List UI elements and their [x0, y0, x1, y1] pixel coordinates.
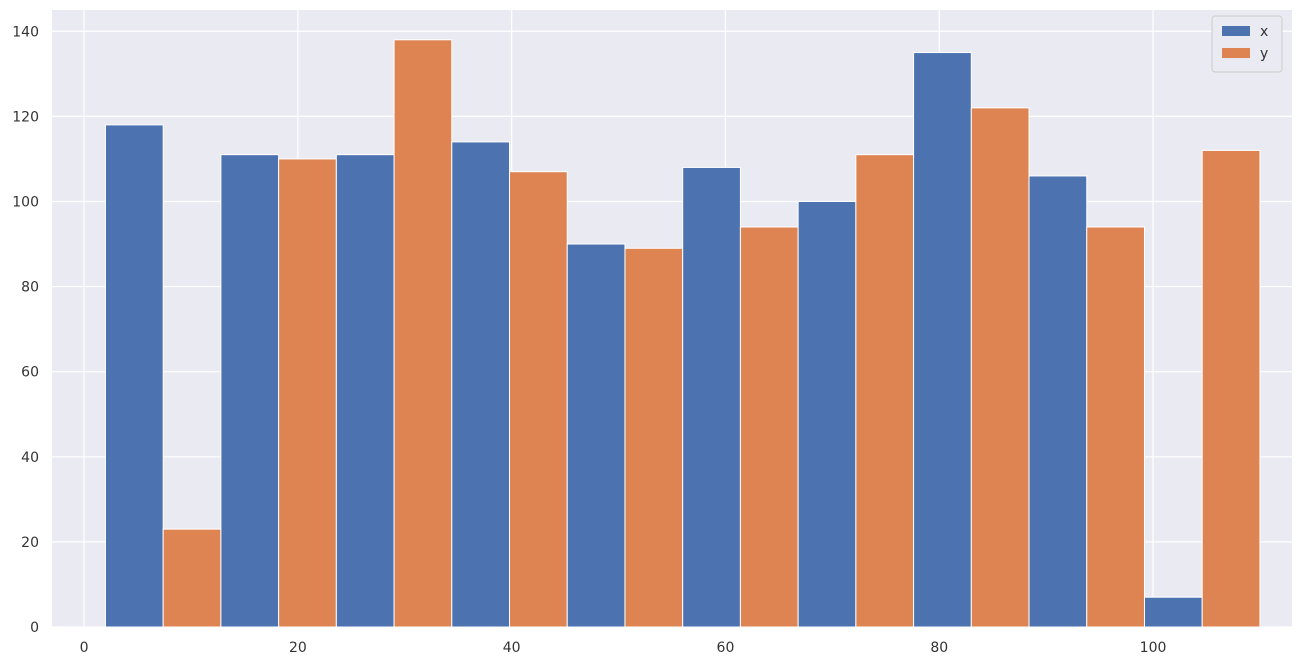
y-tick-label: 80 — [21, 280, 39, 296]
bar-y-9 — [1201, 149, 1261, 628]
bar-x-2 — [335, 154, 395, 628]
bar-x-6 — [797, 200, 857, 628]
bars-layer — [104, 39, 1261, 628]
bar-x-9 — [1143, 596, 1203, 628]
bar-x-3 — [451, 141, 511, 628]
x-tick-label: 100 — [1140, 640, 1167, 656]
y-tick-label: 100 — [12, 194, 39, 210]
x-tick-label: 80 — [930, 640, 948, 656]
bar-y-4 — [624, 247, 684, 628]
bar-x-0 — [104, 124, 164, 628]
y-tick-label: 40 — [21, 450, 39, 466]
bar-y-5 — [739, 226, 799, 628]
bar-y-6 — [855, 154, 915, 628]
x-tick-label: 40 — [503, 640, 521, 656]
legend-swatch-x — [1222, 26, 1250, 36]
legend-swatch-y — [1222, 48, 1250, 58]
bar-y-7 — [970, 107, 1030, 628]
x-axis-ticks: 0 20 40 60 80 100 — [80, 640, 1167, 656]
bar-x-1 — [220, 154, 280, 628]
bar-x-4 — [566, 243, 626, 628]
y-axis-ticks: 0 20 40 60 80 100 120 140 — [12, 24, 39, 636]
bar-y-8 — [1086, 226, 1145, 628]
y-tick-label: 140 — [12, 24, 39, 40]
bar-y-3 — [509, 171, 568, 628]
y-tick-label: 20 — [21, 535, 39, 551]
y-tick-label: 60 — [21, 365, 39, 381]
bar-y-2 — [393, 39, 453, 628]
bar-y-0 — [162, 528, 222, 628]
bar-x-5 — [682, 166, 741, 628]
legend-label-x: x — [1260, 24, 1268, 40]
legend: xy — [1211, 15, 1283, 73]
x-tick-label: 20 — [289, 640, 307, 656]
y-tick-label: 120 — [12, 109, 39, 125]
legend-box — [1211, 15, 1283, 73]
bar-x-7 — [913, 52, 972, 628]
x-tick-label: 0 — [80, 640, 89, 656]
bar-x-8 — [1028, 175, 1088, 628]
bar-y-1 — [278, 158, 337, 628]
x-tick-label: 60 — [717, 640, 735, 656]
y-tick-label: 0 — [30, 620, 39, 636]
legend-label-y: y — [1260, 46, 1268, 62]
